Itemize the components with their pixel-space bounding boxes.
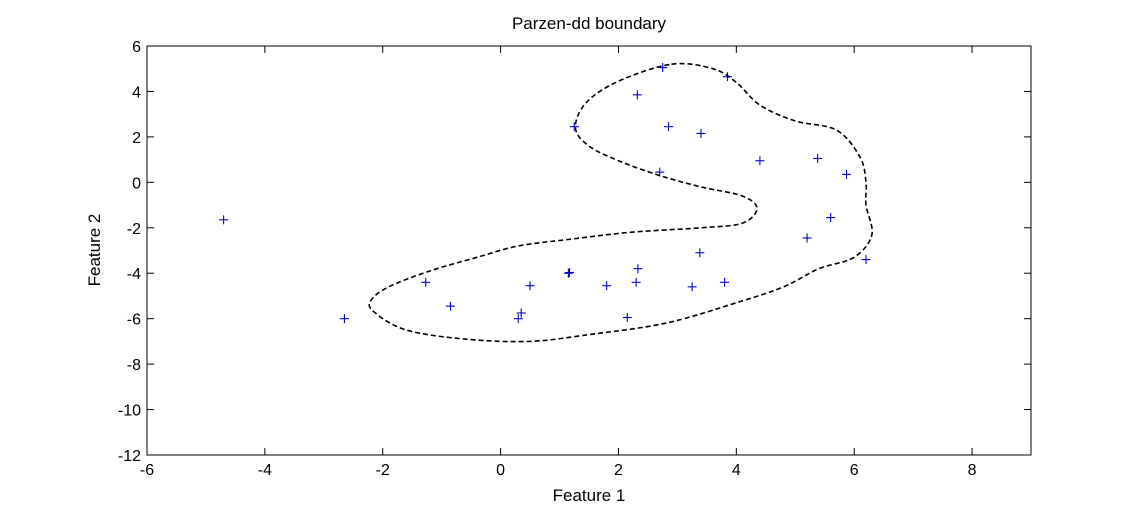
data-point bbox=[602, 281, 612, 291]
x-tick-label: 6 bbox=[850, 462, 859, 479]
data-point bbox=[658, 63, 668, 73]
data-point bbox=[569, 122, 579, 132]
data-point bbox=[563, 268, 573, 278]
data-point bbox=[516, 308, 526, 318]
data-point bbox=[421, 277, 431, 287]
data-point bbox=[695, 248, 705, 258]
data-point bbox=[632, 90, 642, 100]
data-point bbox=[861, 255, 871, 265]
x-tick-label: -6 bbox=[140, 462, 154, 479]
x-tick-label: 0 bbox=[496, 462, 505, 479]
x-tick-label: 8 bbox=[968, 462, 977, 479]
data-points bbox=[219, 63, 871, 324]
plot-area bbox=[146, 45, 1032, 456]
data-point bbox=[513, 314, 523, 324]
y-axis: 6 4 2 0 -2 -4 -6 -8 -10 -12 bbox=[118, 39, 1031, 465]
x-tick-label: -2 bbox=[376, 462, 390, 479]
y-tick-label: 6 bbox=[132, 39, 141, 56]
data-point bbox=[842, 169, 852, 179]
data-point bbox=[622, 313, 632, 323]
x-tick-label: 2 bbox=[614, 462, 623, 479]
y-tick-label: -8 bbox=[127, 357, 141, 374]
y-tick-label: -12 bbox=[118, 448, 141, 465]
x-axis: -6 -4 -2 0 2 4 6 8 bbox=[140, 46, 977, 479]
data-point bbox=[631, 277, 641, 287]
boundary-contour bbox=[368, 62, 874, 343]
data-point bbox=[826, 213, 836, 223]
data-point bbox=[755, 156, 765, 166]
data-point bbox=[655, 167, 665, 177]
chart-title: Parzen-dd boundary bbox=[512, 14, 667, 33]
y-tick-label: -10 bbox=[118, 403, 141, 420]
x-tick-label: 4 bbox=[732, 462, 741, 479]
data-point bbox=[696, 128, 706, 138]
data-point bbox=[633, 264, 643, 274]
data-point bbox=[664, 122, 674, 132]
data-point bbox=[219, 215, 229, 225]
y-tick-label: -6 bbox=[127, 312, 141, 329]
y-axis-label: Feature 2 bbox=[85, 214, 104, 287]
y-tick-label: 2 bbox=[132, 130, 141, 147]
x-axis-label: Feature 1 bbox=[553, 486, 626, 505]
y-tick-label: -2 bbox=[127, 221, 141, 238]
y-tick-label: 0 bbox=[132, 175, 141, 192]
y-tick-label: 4 bbox=[132, 84, 141, 101]
data-point bbox=[813, 153, 823, 163]
y-tick-label: -4 bbox=[127, 266, 141, 283]
data-point bbox=[720, 277, 730, 287]
data-point bbox=[525, 281, 535, 291]
data-point bbox=[446, 301, 456, 311]
data-point bbox=[687, 282, 697, 292]
x-tick-label: -4 bbox=[258, 462, 272, 479]
data-point bbox=[802, 233, 812, 243]
data-point bbox=[722, 72, 732, 82]
data-point bbox=[565, 268, 575, 278]
data-point bbox=[339, 314, 349, 324]
